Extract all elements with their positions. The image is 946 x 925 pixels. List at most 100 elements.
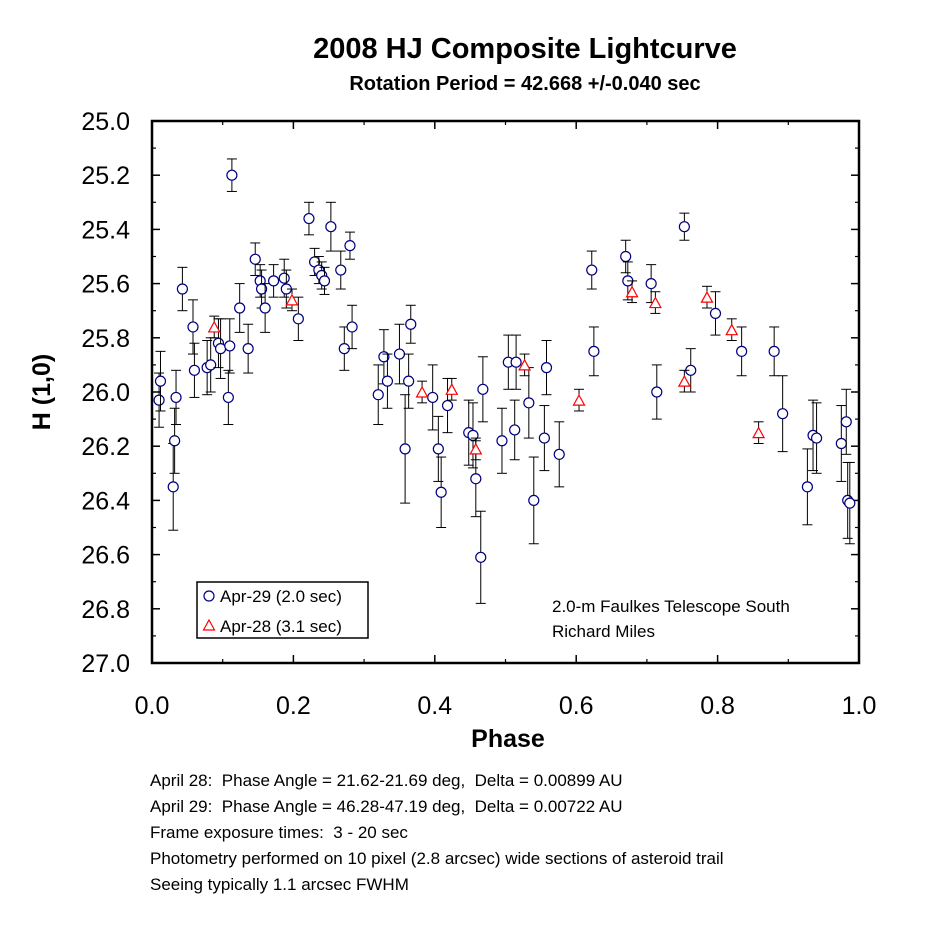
data-point-apr29 (393, 323, 406, 385)
data-point-apr29 (768, 326, 780, 377)
data-point-apr29 (242, 323, 254, 374)
circle-marker (709, 307, 722, 320)
data-point-apr28 (285, 288, 299, 312)
data-point-apr29 (510, 334, 522, 390)
data-point-apr29 (372, 364, 384, 426)
chart-title: 2008 HJ Composite Lightcurve (313, 33, 737, 65)
x-tick-label: 0.6 (559, 692, 594, 720)
circle-marker (381, 375, 394, 387)
data-points (153, 158, 856, 604)
data-point-apr29 (170, 369, 182, 426)
circle-marker (318, 275, 331, 287)
circle-marker (187, 321, 199, 333)
triangle-marker (677, 374, 691, 387)
note-seeing: Seeing typically 1.1 arcsec FWHM (150, 875, 409, 894)
triangle-marker (469, 442, 483, 455)
legend-box (196, 581, 369, 639)
y-tick-label: 25.2 (81, 162, 130, 190)
circle-marker (259, 302, 271, 314)
circle-marker (441, 399, 454, 412)
circle-marker (222, 391, 234, 404)
circle-marker (523, 397, 535, 409)
legend: Apr-29 (2.0 sec) Apr-28 (3.1 sec) (196, 581, 369, 639)
circle-marker (840, 416, 852, 428)
data-point-apr29 (553, 421, 565, 488)
data-point-apr29 (477, 356, 489, 423)
data-point-apr29 (427, 364, 439, 431)
circle-marker (176, 283, 189, 295)
annotation-telescope: 2.0-m Faulkes Telescope South (552, 597, 790, 616)
data-point-apr29 (586, 250, 598, 290)
circle-marker (645, 278, 657, 290)
triangle-marker (700, 290, 714, 303)
data-point-apr29 (528, 456, 540, 545)
data-point-apr29 (176, 266, 189, 312)
data-point-apr29 (259, 283, 271, 333)
data-point-apr29 (234, 283, 246, 333)
circle-marker (303, 212, 315, 225)
circle-marker (268, 275, 280, 287)
chart-subtitle: Rotation Period = 42.668 +/-0.040 sec (349, 73, 700, 95)
data-point-apr28 (469, 437, 483, 461)
data-point-apr29 (777, 375, 789, 453)
circle-marker (205, 359, 217, 371)
triangle-marker (285, 293, 299, 306)
circle-marker (403, 375, 415, 387)
data-point-apr29 (475, 510, 487, 604)
y-tick-label: 27.0 (81, 650, 130, 678)
x-tick-label: 0.2 (276, 692, 311, 720)
circle-marker (477, 383, 489, 395)
observation-notes: April 28: Phase Angle = 21.62-21.69 deg,… (150, 768, 724, 898)
circle-marker (540, 362, 553, 374)
triangle-marker (207, 320, 221, 333)
data-point-apr29 (346, 304, 358, 350)
data-point-apr29 (801, 448, 813, 526)
triangle-marker (625, 285, 639, 298)
triangle-marker (752, 426, 766, 439)
circle-marker (344, 240, 356, 252)
circle-marker (372, 389, 384, 401)
y-tick-label: 25.8 (81, 325, 130, 353)
circle-marker (801, 481, 813, 493)
circle-marker (169, 435, 181, 447)
data-point-apr29 (344, 231, 356, 260)
circle-marker (736, 345, 748, 357)
circle-marker (496, 435, 508, 447)
note-april-28: April 28: Phase Angle = 21.62-21.69 deg,… (150, 771, 623, 790)
triangle-marker (518, 358, 532, 371)
y-axis-label: H (1,0) (28, 354, 56, 430)
data-point-apr29 (381, 353, 394, 409)
data-point-apr29 (222, 369, 234, 426)
data-point-apr29 (523, 367, 535, 439)
circle-marker (768, 345, 780, 357)
circle-marker (470, 473, 482, 485)
data-point-apr29 (205, 337, 217, 393)
circle-marker (278, 272, 290, 284)
data-point-apr29 (325, 201, 337, 252)
x-tick-label: 0.4 (417, 692, 452, 720)
circle-marker (810, 432, 823, 444)
data-point-apr29 (467, 402, 479, 469)
data-point-apr29 (540, 340, 553, 396)
circle-marker (553, 448, 565, 460)
data-point-apr29 (651, 364, 663, 420)
data-point-apr29 (645, 264, 657, 304)
circle-marker (510, 356, 522, 368)
y-tick-label: 26.6 (81, 542, 130, 570)
data-point-apr29 (399, 394, 411, 504)
triangle-marker (445, 383, 459, 395)
triangle-marker (415, 385, 429, 398)
data-point-apr29 (292, 296, 304, 342)
circle-marker (167, 481, 179, 493)
circle-marker (467, 429, 479, 441)
x-tick-label: 0.0 (135, 692, 170, 720)
circle-marker (678, 221, 690, 233)
circle-marker (620, 250, 632, 263)
data-point-apr28 (572, 388, 586, 412)
circle-marker (844, 497, 856, 509)
y-tick-label: 25.0 (81, 108, 130, 136)
circle-marker (509, 424, 521, 436)
circle-marker (234, 302, 246, 314)
note-photometry: Photometry performed on 10 pixel (2.8 ar… (150, 849, 724, 868)
